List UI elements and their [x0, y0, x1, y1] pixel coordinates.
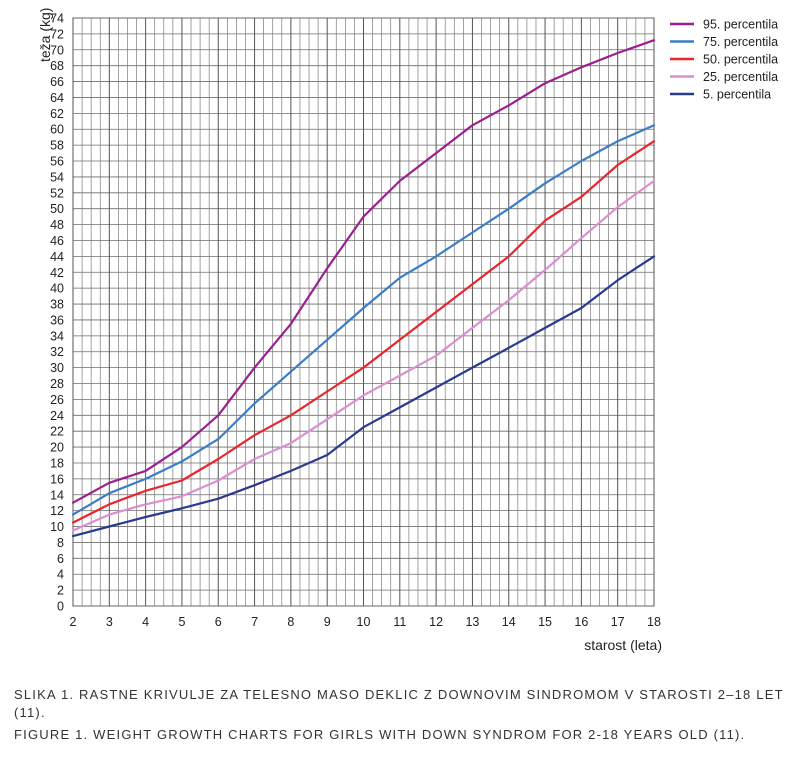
x-axis-label: starost (leta) [584, 637, 662, 653]
x-tick-label: 14 [502, 615, 516, 629]
y-tick-label: 20 [50, 441, 64, 455]
y-axis-label: teža (kg) [37, 8, 53, 62]
x-tick-label: 17 [611, 615, 625, 629]
caption-slovenian: SLIKA 1. RASTNE KRIVULJE ZA TELESNO MASO… [14, 687, 784, 720]
y-tick-label: 48 [50, 218, 64, 232]
y-tick-label: 4 [57, 568, 64, 582]
y-tick-label: 66 [50, 75, 64, 89]
y-tick-label: 8 [57, 536, 64, 550]
y-tick-label: 50 [50, 202, 64, 216]
y-tick-label: 42 [50, 266, 64, 280]
y-tick-label: 10 [50, 520, 64, 534]
caption-english: FIGURE 1. WEIGHT GROWTH CHARTS FOR GIRLS… [14, 727, 746, 742]
y-tick-label: 22 [50, 425, 64, 439]
x-tick-label: 18 [647, 615, 661, 629]
x-tick-label: 8 [287, 615, 294, 629]
y-tick-label: 34 [50, 329, 64, 343]
legend-label: 50. percentila [703, 53, 778, 67]
x-tick-label: 16 [574, 615, 588, 629]
y-tick-label: 64 [50, 91, 64, 105]
x-tick-label: 11 [393, 615, 406, 629]
y-tick-label: 12 [50, 504, 64, 518]
series-line-2 [71, 124, 656, 516]
x-tick-label: 6 [215, 615, 222, 629]
y-tick-label: 54 [50, 170, 64, 184]
y-tick-label: 18 [50, 456, 64, 470]
y-tick-label: 60 [50, 123, 64, 137]
y-tick-label: 56 [50, 155, 64, 169]
x-tick-label: 13 [465, 615, 479, 629]
x-tick-label: 10 [357, 615, 371, 629]
series-line-5 [71, 255, 656, 538]
y-tick-label: 24 [50, 409, 64, 423]
x-tick-label: 4 [142, 615, 149, 629]
y-tick-label: 0 [57, 600, 64, 614]
y-tick-label: 2 [57, 584, 64, 598]
chart-grid [72, 17, 655, 607]
x-tick-label: 9 [324, 615, 331, 629]
series-line-1 [71, 39, 656, 504]
y-tick-label: 74 [50, 12, 64, 26]
y-tick-label: 6 [57, 552, 64, 566]
legend-label: 25. percentila [703, 70, 778, 84]
y-tick-label: 58 [50, 139, 64, 153]
y-tick-label: 36 [50, 313, 64, 327]
x-tick-label: 2 [70, 615, 77, 629]
y-tick-label: 68 [50, 59, 64, 73]
y-tick-label: 28 [50, 377, 64, 391]
y-tick-label: 52 [50, 186, 64, 200]
y-tick-label: 40 [50, 282, 64, 296]
legend-label: 5. percentila [703, 88, 771, 102]
y-tick-label: 62 [50, 107, 64, 121]
legend: 95. percentila 75. percentila 50. percenti… [670, 18, 778, 102]
x-tick-label: 5 [178, 615, 185, 629]
y-tick-label: 30 [50, 361, 64, 375]
legend-label: 95. percentila [703, 18, 778, 32]
x-axis-ticks: 2 3 4 5 6 7 8 9 10 11 12 13 14 15 16 17 18 [70, 615, 661, 629]
y-tick-label: 44 [50, 250, 64, 264]
series-line-3 [71, 140, 656, 524]
y-tick-label: 46 [50, 234, 64, 248]
x-tick-label: 3 [106, 615, 113, 629]
y-axis-ticks: 0246810121416182022242628303234363840424… [50, 12, 64, 614]
y-tick-label: 70 [50, 43, 64, 57]
y-tick-label: 26 [50, 393, 64, 407]
x-tick-label: 12 [429, 615, 443, 629]
x-tick-label: 15 [538, 615, 552, 629]
legend-label: 75. percentila [703, 35, 778, 49]
y-tick-label: 38 [50, 298, 64, 312]
series-line-4 [71, 179, 656, 532]
y-tick-label: 14 [50, 488, 64, 502]
series-lines [71, 39, 656, 538]
weight-growth-chart: 0246810121416182022242628303234363840424… [37, 8, 778, 653]
y-tick-label: 16 [50, 472, 64, 486]
y-tick-label: 72 [50, 27, 64, 41]
x-tick-label: 7 [251, 615, 258, 629]
y-tick-label: 32 [50, 345, 64, 359]
